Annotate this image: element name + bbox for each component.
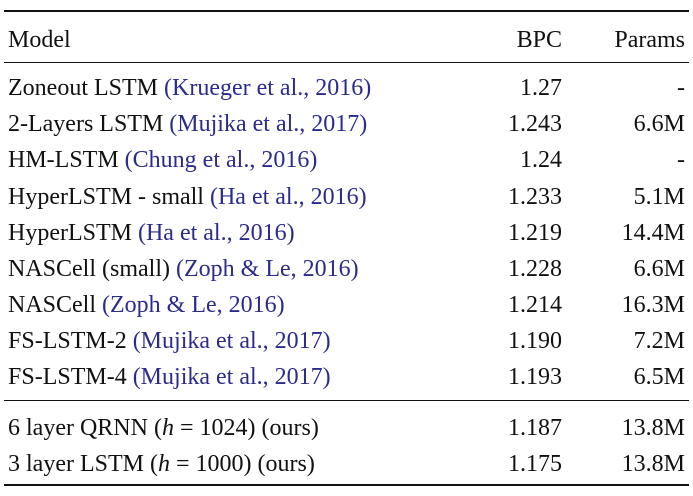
model-name: HyperLSTM bbox=[8, 220, 138, 246]
model-cell: 6 layer QRNN (h = 1024) (ours) bbox=[8, 413, 319, 443]
bpc-cell: 1.228 bbox=[508, 256, 562, 282]
bpc-cell: 1.214 bbox=[508, 292, 562, 318]
citation: (Krueger et al., 2016) bbox=[164, 75, 372, 101]
model-name: HyperLSTM - small bbox=[8, 184, 210, 210]
params-cell: 13.8M bbox=[621, 451, 685, 477]
header-cell: Model bbox=[8, 27, 71, 53]
model-name: NASCell (small) bbox=[8, 256, 176, 282]
model-name: FS-LSTM-4 bbox=[8, 364, 133, 390]
bpc-cell: 1.219 bbox=[508, 220, 562, 246]
params-cell: 13.8M bbox=[621, 415, 685, 441]
citation: (Chung et al., 2016) bbox=[124, 147, 318, 173]
model-cell: FS-LSTM-2 (Mujika et al., 2017) bbox=[8, 326, 331, 356]
model-name: 2-Layers LSTM bbox=[8, 111, 170, 137]
bpc-cell: 1.243 bbox=[508, 111, 562, 137]
math-variable: h bbox=[157, 451, 170, 477]
model-cell: HM-LSTM (Chung et al., 2016) bbox=[8, 145, 317, 175]
model-cell: 3 layer LSTM (h = 1000) (ours) bbox=[8, 449, 315, 479]
bpc-cell: 1.193 bbox=[508, 364, 562, 390]
params-cell: 5.1M bbox=[633, 184, 685, 210]
top-rule bbox=[4, 10, 689, 12]
model-name-rest: = 1000) (ours) bbox=[169, 451, 315, 477]
params-cell: 14.4M bbox=[621, 220, 685, 246]
model-name: 3 layer LSTM ( bbox=[8, 451, 158, 477]
model-name: HM-LSTM bbox=[8, 147, 125, 173]
bpc-cell: 1.233 bbox=[508, 184, 562, 210]
citation: (Mujika et al., 2017) bbox=[132, 364, 331, 390]
model-cell: 2-Layers LSTM (Mujika et al., 2017) bbox=[8, 109, 367, 139]
params-cell: 16.3M bbox=[621, 292, 685, 318]
params-cell: 6.6M bbox=[633, 256, 685, 282]
header-cell: Params bbox=[614, 27, 685, 53]
citation: (Mujika et al., 2017) bbox=[169, 111, 368, 137]
bpc-cell: 1.27 bbox=[520, 75, 562, 101]
model-name: Zoneout LSTM bbox=[8, 75, 164, 101]
model-cell: NASCell (small) (Zoph & Le, 2016) bbox=[8, 254, 359, 284]
citation: (Zoph & Le, 2016) bbox=[176, 256, 359, 282]
model-cell: HyperLSTM (Ha et al., 2016) bbox=[8, 218, 295, 248]
params-cell: 6.5M bbox=[633, 364, 685, 390]
citation: (Ha et al., 2016) bbox=[209, 184, 367, 210]
model-name: FS-LSTM-2 bbox=[8, 328, 133, 354]
citation: (Ha et al., 2016) bbox=[137, 220, 295, 246]
model-name: NASCell bbox=[8, 292, 103, 318]
model-name: 6 layer QRNN ( bbox=[8, 415, 162, 441]
bottom-rule bbox=[4, 484, 689, 486]
header-cell: BPC bbox=[516, 27, 562, 53]
bpc-cell: 1.175 bbox=[508, 451, 562, 477]
math-variable: h bbox=[161, 415, 174, 441]
model-cell: Zoneout LSTM (Krueger et al., 2016) bbox=[8, 73, 371, 103]
citation: (Zoph & Le, 2016) bbox=[102, 292, 285, 318]
bpc-cell: 1.190 bbox=[508, 328, 562, 354]
citation: (Mujika et al., 2017) bbox=[132, 328, 331, 354]
model-name-rest: = 1024) (ours) bbox=[173, 415, 319, 441]
group-rule bbox=[4, 400, 689, 401]
model-cell: HyperLSTM - small (Ha et al., 2016) bbox=[8, 182, 367, 212]
params-cell: 6.6M bbox=[633, 111, 685, 137]
params-cell: - bbox=[677, 147, 685, 173]
bpc-cell: 1.24 bbox=[520, 147, 562, 173]
bpc-cell: 1.187 bbox=[508, 415, 562, 441]
model-cell: FS-LSTM-4 (Mujika et al., 2017) bbox=[8, 362, 331, 392]
header-rule bbox=[4, 62, 689, 63]
model-cell: NASCell (Zoph & Le, 2016) bbox=[8, 290, 285, 320]
params-cell: 7.2M bbox=[633, 328, 685, 354]
params-cell: - bbox=[677, 75, 685, 101]
